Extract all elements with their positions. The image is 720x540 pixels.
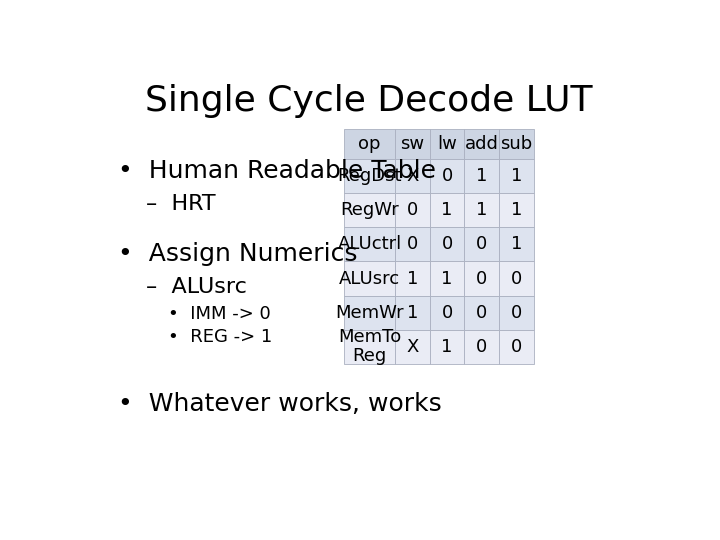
Text: sw: sw — [400, 135, 425, 153]
Bar — [464, 295, 499, 329]
Text: X: X — [406, 167, 419, 185]
Text: •  IMM -> 0: • IMM -> 0 — [168, 305, 271, 323]
Text: ALUctrl: ALUctrl — [338, 235, 402, 253]
Bar — [344, 193, 395, 227]
Bar — [430, 159, 464, 193]
Bar — [395, 261, 430, 295]
Text: –  HRT: – HRT — [145, 194, 215, 214]
Text: 1: 1 — [510, 167, 522, 185]
Text: 0: 0 — [476, 303, 487, 322]
Text: RegWr: RegWr — [340, 201, 399, 219]
Bar — [430, 329, 464, 364]
Text: MemTo
Reg: MemTo Reg — [338, 328, 401, 366]
Bar — [464, 193, 499, 227]
Text: add: add — [465, 135, 499, 153]
Bar — [344, 159, 395, 193]
Text: X: X — [406, 338, 419, 356]
Text: 1: 1 — [407, 269, 418, 287]
Bar — [344, 227, 395, 261]
Text: •  REG -> 1: • REG -> 1 — [168, 328, 272, 346]
Text: 0: 0 — [407, 235, 418, 253]
Text: 0: 0 — [510, 269, 522, 287]
Text: 0: 0 — [441, 303, 453, 322]
Text: 1: 1 — [441, 269, 453, 287]
Bar — [344, 261, 395, 295]
Bar — [395, 129, 430, 159]
Text: 0: 0 — [510, 303, 522, 322]
Text: 0: 0 — [476, 235, 487, 253]
Bar — [464, 227, 499, 261]
Bar — [499, 129, 534, 159]
Bar — [430, 193, 464, 227]
Bar — [395, 329, 430, 364]
Bar — [464, 159, 499, 193]
Bar — [464, 329, 499, 364]
Bar — [499, 329, 534, 364]
Text: Single Cycle Decode LUT: Single Cycle Decode LUT — [145, 84, 593, 118]
Bar — [464, 129, 499, 159]
Bar — [464, 261, 499, 295]
Text: 1: 1 — [510, 235, 522, 253]
Text: 0: 0 — [476, 269, 487, 287]
Bar — [395, 193, 430, 227]
Text: –  ALUsrc: – ALUsrc — [145, 277, 247, 297]
Text: •  Human Readable Table: • Human Readable Table — [118, 159, 436, 183]
Bar — [430, 261, 464, 295]
Text: MemWr: MemWr — [336, 303, 404, 322]
Text: RegDst: RegDst — [337, 167, 402, 185]
Text: 1: 1 — [441, 338, 453, 356]
Text: 1: 1 — [441, 201, 453, 219]
Bar — [499, 193, 534, 227]
Text: 0: 0 — [407, 201, 418, 219]
Text: sub: sub — [500, 135, 532, 153]
Text: 0: 0 — [476, 338, 487, 356]
Bar — [395, 295, 430, 329]
Text: 1: 1 — [476, 167, 487, 185]
Bar — [344, 295, 395, 329]
Bar — [430, 227, 464, 261]
Text: ALUsrc: ALUsrc — [339, 269, 400, 287]
Text: lw: lw — [437, 135, 457, 153]
Text: 0: 0 — [441, 235, 453, 253]
Text: 0: 0 — [441, 167, 453, 185]
Text: 1: 1 — [476, 201, 487, 219]
Bar — [499, 159, 534, 193]
Text: op: op — [359, 135, 381, 153]
Text: 0: 0 — [510, 338, 522, 356]
Text: •  Whatever works, works: • Whatever works, works — [118, 392, 441, 416]
Bar — [430, 129, 464, 159]
Bar — [499, 295, 534, 329]
Text: 1: 1 — [407, 303, 418, 322]
Bar — [395, 227, 430, 261]
Bar — [344, 129, 395, 159]
Bar — [430, 295, 464, 329]
Bar — [395, 159, 430, 193]
Bar — [499, 261, 534, 295]
Bar — [344, 329, 395, 364]
Bar — [499, 227, 534, 261]
Text: 1: 1 — [510, 201, 522, 219]
Text: •  Assign Numerics: • Assign Numerics — [118, 242, 357, 266]
